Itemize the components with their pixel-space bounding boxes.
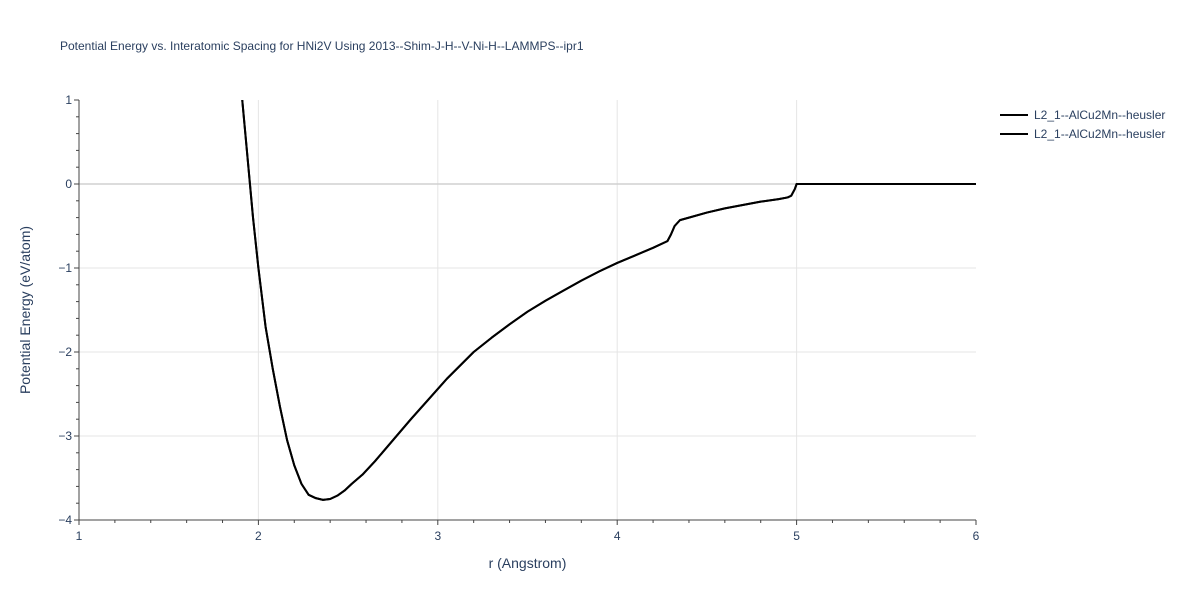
x-tick-label: 4 xyxy=(614,529,621,543)
x-tick-label: 3 xyxy=(434,529,441,543)
legend[interactable]: L2_1--AlCu2Mn--heusler L2_1--AlCu2Mn--heu… xyxy=(1000,108,1165,141)
legend-label: L2_1--AlCu2Mn--heusler xyxy=(1034,108,1165,122)
legend-item-1[interactable]: L2_1--AlCu2Mn--heusler xyxy=(1000,108,1165,122)
series-layer xyxy=(241,100,976,501)
y-tick-label: −3 xyxy=(58,429,72,443)
grid xyxy=(79,100,976,520)
y-tick-label: −1 xyxy=(58,261,72,275)
y-tick-label: −4 xyxy=(58,513,72,527)
x-tick-label: 6 xyxy=(973,529,980,543)
series-line-2 xyxy=(241,100,976,501)
y-axis-title: Potential Energy (eV/atom) xyxy=(17,226,33,394)
series-line-1 xyxy=(241,100,976,501)
legend-label: L2_1--AlCu2Mn--heusler xyxy=(1034,127,1165,141)
legend-item-2[interactable]: L2_1--AlCu2Mn--heusler xyxy=(1000,127,1165,141)
y-tick-label: 1 xyxy=(65,93,72,107)
x-tick-label: 1 xyxy=(76,529,83,543)
x-tick-label: 5 xyxy=(793,529,800,543)
y-tick-label: −2 xyxy=(58,345,72,359)
x-axis-title: r (Angstrom) xyxy=(489,555,567,571)
x-tick-label: 2 xyxy=(255,529,262,543)
chart-title: Potential Energy vs. Interatomic Spacing… xyxy=(60,39,584,53)
y-tick-label: 0 xyxy=(65,177,72,191)
axes: 1 2 3 4 5 6 −4 −3 −2 −1 0 1 xyxy=(58,93,979,543)
